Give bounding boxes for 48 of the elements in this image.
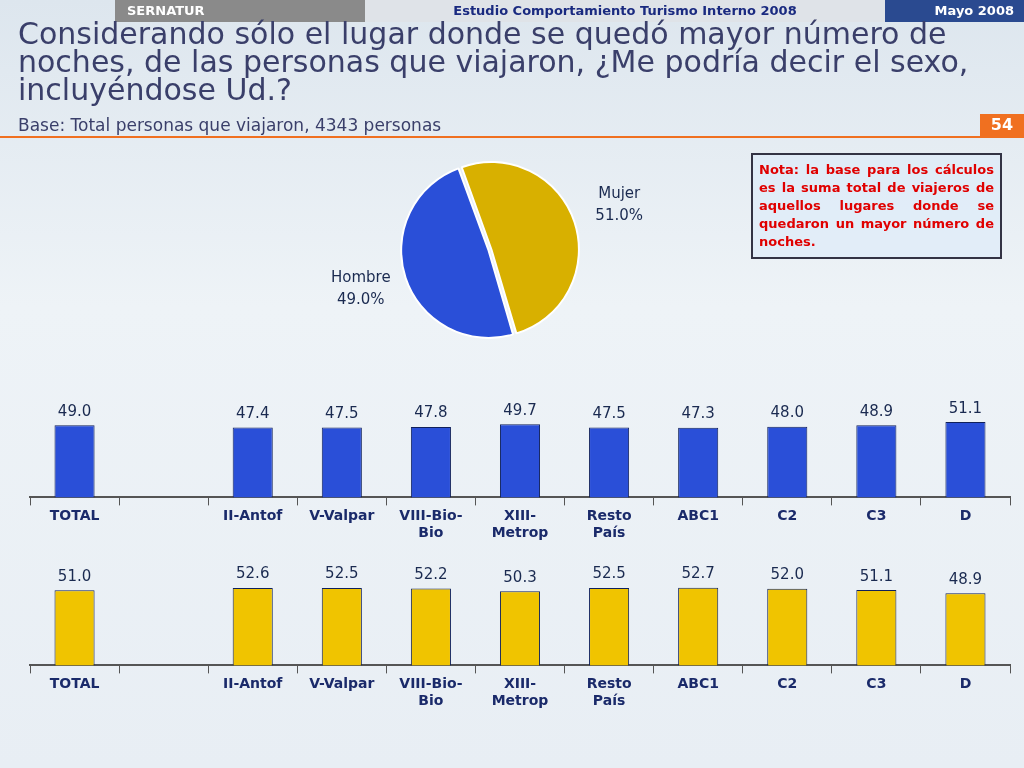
x-tick-label: C2 [777, 675, 798, 692]
data-label: 47.3 [681, 404, 715, 423]
data-label: 47.5 [592, 403, 626, 422]
x-tick-label: D [959, 675, 972, 692]
slice-label: Mujer [598, 183, 642, 202]
data-label: 52.5 [592, 564, 626, 583]
data-label: 48.9 [948, 569, 983, 588]
x-tick-label: D [959, 507, 972, 524]
chart-subtitle: Base: Total personas que viajaron, 4343 personas [18, 115, 442, 135]
data-label: 47.5 [325, 403, 359, 422]
x-tick-label: TOTAL [49, 507, 100, 524]
slice-label: Hombre [330, 268, 391, 287]
text: 54 [980, 114, 1024, 136]
x-tick-label: C3 [866, 507, 887, 524]
data-label: 52.6 [236, 564, 270, 583]
x-tick-label: ABC1 [677, 507, 719, 524]
x-tick-label: II-Antof [223, 675, 284, 692]
x-tick-label: TOTAL [49, 675, 100, 692]
x-tick-label: XIII-Metrop [491, 675, 549, 709]
data-label: 51.0% [595, 205, 644, 224]
x-tick-label: C2 [777, 507, 798, 524]
data-label: 51.1 [948, 398, 983, 417]
data-label: 49.0% [336, 290, 385, 309]
x-tick-label: VIII-Bio-Bio [399, 675, 463, 709]
x-tick-label: V-Valpar [309, 507, 375, 524]
data-label: 51.0 [57, 566, 92, 585]
x-tick-label: II-Antof [223, 507, 284, 524]
data-label: 47.4 [236, 403, 270, 422]
x-tick-label: Resto País [586, 507, 632, 541]
x-tick-label: Resto País [586, 675, 632, 709]
x-tick-label: VIII-Bio-Bio [399, 507, 463, 541]
data-label: 50.3 [503, 567, 537, 586]
text: Nota: la base para los cálculos es la suma total de viajeros de aquellos lugares donde se quedaron un mayor número de noches. [751, 153, 1002, 259]
data-label: 51.1 [859, 566, 894, 585]
data-label: 47.8 [414, 403, 448, 422]
data-label: 48.0 [770, 403, 804, 422]
data-label: 52.2 [414, 564, 448, 583]
data-label: 49.0 [57, 401, 92, 420]
x-tick-label: XIII-Metrop [491, 507, 549, 541]
data-label: 52.0 [770, 565, 804, 584]
data-label: 49.7 [503, 400, 537, 419]
x-tick-label: ABC1 [677, 675, 719, 692]
data-label: 48.9 [859, 401, 894, 420]
data-label: 52.5 [325, 564, 359, 583]
x-tick-label: V-Valpar [309, 675, 375, 692]
text: Mayo 2008 [885, 0, 1024, 22]
data-label: 52.7 [681, 564, 715, 583]
x-tick-label: C3 [866, 675, 887, 692]
